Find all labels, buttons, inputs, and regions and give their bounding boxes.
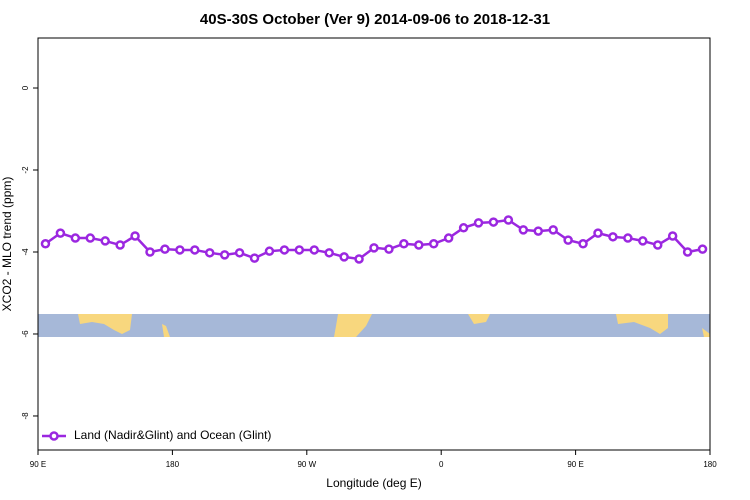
point: [369, 243, 379, 253]
point: [652, 240, 663, 250]
ocean: [38, 314, 710, 337]
y-tick-label: -6: [21, 330, 30, 338]
x-tick-label: 180: [703, 460, 717, 469]
point: [204, 248, 215, 258]
point: [115, 240, 125, 250]
x-axis-label: Longitude (deg E): [326, 476, 421, 490]
point: [309, 245, 320, 255]
point: [533, 226, 544, 236]
x-tick-label: 90 W: [297, 460, 316, 469]
land: [616, 314, 668, 334]
chart-title: 40S-30S October (Ver 9) 2014-09-06 to 20…: [200, 11, 550, 28]
point: [219, 250, 230, 260]
plot-frame: [37, 37, 711, 451]
point: [443, 233, 454, 243]
point: [458, 223, 469, 233]
point: [399, 239, 409, 249]
land: [702, 328, 710, 337]
point: [488, 217, 499, 227]
point: [190, 245, 200, 255]
point: [294, 245, 305, 255]
y-tick-label: -2: [21, 166, 30, 174]
y-axis-label: XCO2 - MLO trend (ppm): [0, 177, 14, 312]
land: [468, 314, 490, 324]
point: [682, 247, 693, 257]
map-strip: [38, 314, 710, 337]
point: [593, 228, 603, 238]
point: [414, 240, 424, 250]
point: [249, 253, 260, 263]
point: [70, 233, 81, 243]
point: [697, 244, 708, 254]
y-tick-label: 0: [21, 85, 30, 90]
point: [428, 239, 439, 249]
point: [518, 225, 529, 235]
point: [608, 232, 618, 242]
land: [78, 314, 132, 334]
point: [503, 215, 514, 225]
point: [324, 248, 334, 258]
point: [145, 247, 155, 257]
point: [175, 245, 185, 255]
point: [667, 231, 678, 241]
point: [234, 248, 245, 258]
y-tick-label: -8: [21, 412, 30, 420]
point: [85, 233, 96, 243]
legend-label: Land (Nadir&Glint) and Ocean (Glint): [74, 428, 271, 442]
x-tick-label: 90 E: [567, 460, 583, 469]
point: [100, 236, 110, 246]
point: [264, 246, 275, 256]
point: [563, 235, 573, 245]
y-tick-label: -4: [21, 248, 30, 256]
x-tick-label: 180: [166, 460, 180, 469]
point: [279, 245, 290, 255]
point: [354, 254, 364, 264]
legend-marker: [49, 431, 59, 441]
point: [638, 236, 648, 246]
point: [473, 218, 484, 228]
x-tick-label: 90 E: [30, 460, 46, 469]
point: [339, 252, 349, 262]
point: [55, 228, 66, 238]
point: [578, 239, 588, 249]
point: [40, 239, 51, 249]
point: [160, 244, 170, 254]
point: [384, 244, 394, 254]
point: [548, 225, 558, 235]
land: [162, 324, 170, 337]
x-tick-label: 0: [439, 460, 444, 469]
point: [623, 233, 633, 243]
point: [130, 231, 140, 241]
land: [334, 314, 372, 337]
